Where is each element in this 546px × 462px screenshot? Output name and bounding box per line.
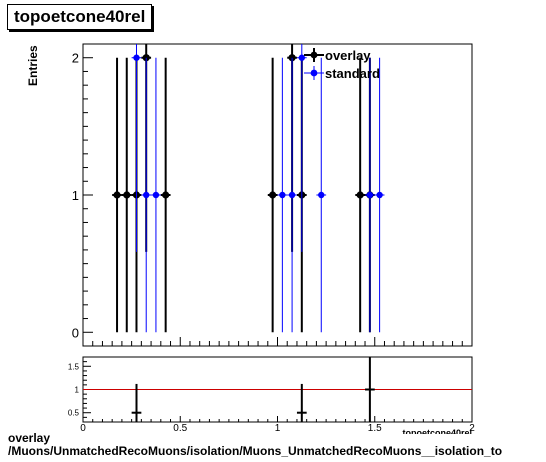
ratio-y-tick-label: 0.5 [68,409,80,418]
legend-label: standard [325,66,380,81]
standard-marker [143,191,150,199]
footer-line-1: overlay [8,431,51,445]
standard-marker [133,54,140,61]
standard-point [277,57,288,333]
footer-caption: overlay /Muons/UnmatchedRecoMuons/isolat… [8,432,502,458]
standard-point [131,44,142,252]
standard-marker [298,54,306,61]
overlay-marker [123,191,131,199]
standard-point [316,57,327,333]
standard-point [287,57,297,333]
overlay-point [112,57,122,333]
ratio-plot: 0 0.5 1 1.5 20.511.5 [68,356,475,434]
overlay-marker [356,191,364,199]
standard-point [141,57,152,333]
legend: overlay standard [304,48,380,81]
y-tick-label: 1 [72,188,79,203]
x-tick-label: 1 [275,423,281,434]
ratio-y-tick-label: 1 [75,386,80,395]
ratio-point [296,383,307,422]
standard-point [374,57,385,333]
standard-marker [366,191,374,199]
overlay-marker [269,191,277,199]
standard-point [365,57,375,333]
ratio-y-tick-label: 1.5 [68,362,80,371]
legend-entry-overlay: overlay [304,48,371,63]
standard-point [296,44,307,252]
x-tick-label: 1.5 [368,423,382,434]
standard-marker [288,191,296,199]
y-tick-label: 0 [72,325,79,340]
x-axis-label: topoetcone40rel [402,428,472,434]
footer-line-2: /Muons/UnmatchedRecoMuons/isolation/Muon… [8,444,503,458]
x-tick-label: 0.5 [173,423,187,434]
main-plot: 0 1 2 [72,43,473,347]
ratio-point [131,383,142,422]
legend-marker [310,51,318,59]
overlay-point [121,57,132,333]
standard-point [151,57,161,333]
chart-title: topoetcone40rel [7,4,153,30]
overlay-point [267,57,278,333]
overlay-point [355,57,366,333]
x-tick-label: 0 [80,423,86,434]
legend-entry-standard: standard [304,66,380,81]
standard-marker [376,191,383,199]
legend-label: overlay [325,48,371,63]
x-tick-label: 2 [469,423,475,434]
standard-marker [318,191,325,199]
y-tick-label: 2 [72,51,79,66]
legend-marker [310,69,318,77]
overlay-marker [113,191,121,199]
overlay-marker [162,191,170,199]
overlay-point [160,57,171,333]
standard-marker [152,191,160,199]
standard-marker [279,191,286,199]
ratio-point [365,357,375,422]
